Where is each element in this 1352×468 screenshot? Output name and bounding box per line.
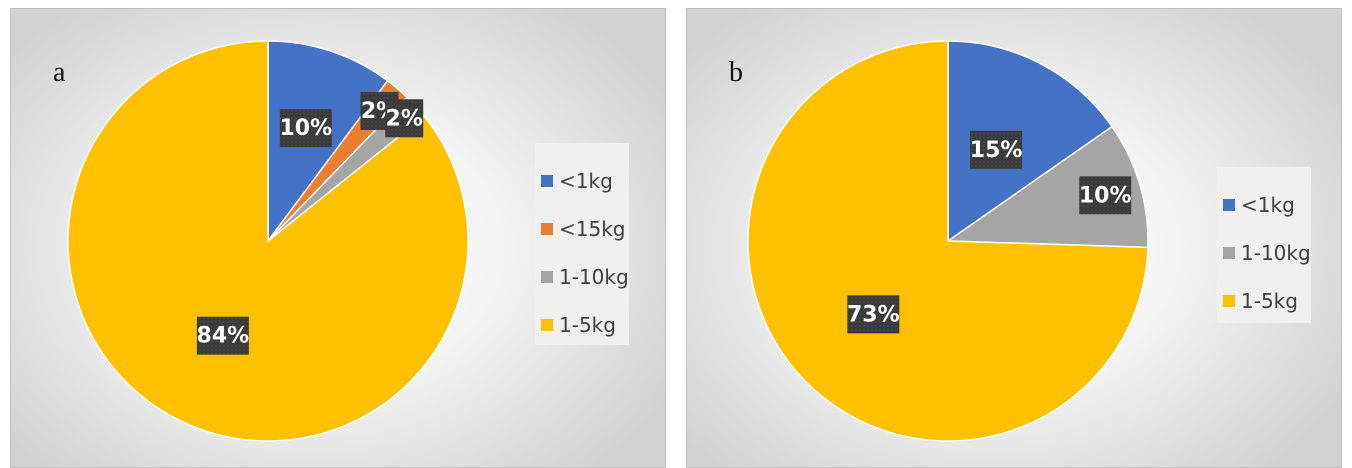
legend-label: 1-10kg [559, 265, 629, 289]
legend-item: 1-10kg [1223, 229, 1311, 277]
data-label-text: 15% [970, 138, 1023, 163]
legend-swatch [541, 223, 553, 235]
data-label-box [385, 99, 424, 138]
data-label: 15% [970, 130, 1023, 169]
data-label-box [279, 109, 332, 148]
data-label-text: 10% [279, 116, 332, 141]
legend-item: <15kg [541, 205, 629, 253]
data-label-box [970, 130, 1023, 169]
legend-swatch [541, 319, 553, 331]
legend-label: 1-10kg [1241, 241, 1311, 265]
legend-item: <1kg [1223, 181, 1311, 229]
panel-label: a [53, 57, 66, 88]
legend: <1kg 1-10kg 1-5kg [1217, 167, 1311, 323]
pie-slice [747, 40, 1149, 442]
chart-panel-a: a 10% 2% 2% 84% <1kg <15kg 1-10kg 1-5kg [10, 8, 666, 468]
data-label-box [196, 316, 249, 355]
data-label: 10% [1079, 176, 1132, 215]
data-label-text: 2% [386, 106, 423, 131]
pie-chart: 15% 10% 73% [747, 40, 1149, 442]
legend-item: 1-5kg [1223, 277, 1311, 325]
pie-slice [945, 125, 1149, 249]
legend-label: 1-5kg [1241, 289, 1298, 313]
legend-label: <1kg [1241, 193, 1295, 217]
data-label: 10% [279, 109, 332, 148]
legend-swatch [1223, 247, 1235, 259]
data-label: 73% [847, 295, 900, 334]
data-label: 84% [196, 316, 250, 355]
legend: <1kg <15kg 1-10kg 1-5kg [535, 143, 629, 345]
legend-item: 1-10kg [541, 253, 629, 301]
chart-panel-b: b 15% 10% 73% <1kg 1-10kg 1-5kg [686, 8, 1342, 468]
pie-slice [947, 40, 1114, 243]
data-label-box [847, 295, 900, 334]
data-label: 2% [385, 99, 424, 138]
data-label-box [1079, 176, 1132, 215]
legend-label: <15kg [559, 217, 626, 241]
legend-swatch [1223, 199, 1235, 211]
legend-swatch [541, 271, 553, 283]
legend-swatch [1223, 295, 1235, 307]
data-label-text: 73% [847, 302, 900, 327]
data-label-text: 84% [197, 324, 250, 349]
panel-label: b [729, 57, 743, 88]
data-label-text: 10% [1079, 183, 1132, 208]
legend-label: 1-5kg [559, 313, 616, 337]
pie-chart: 10%2%2%84% [67, 40, 469, 442]
legend-swatch [541, 175, 553, 187]
legend-item: 1-5kg [541, 301, 629, 349]
pie-slice [67, 40, 469, 442]
legend-label: <1kg [559, 169, 613, 193]
legend-item: <1kg [541, 157, 629, 205]
